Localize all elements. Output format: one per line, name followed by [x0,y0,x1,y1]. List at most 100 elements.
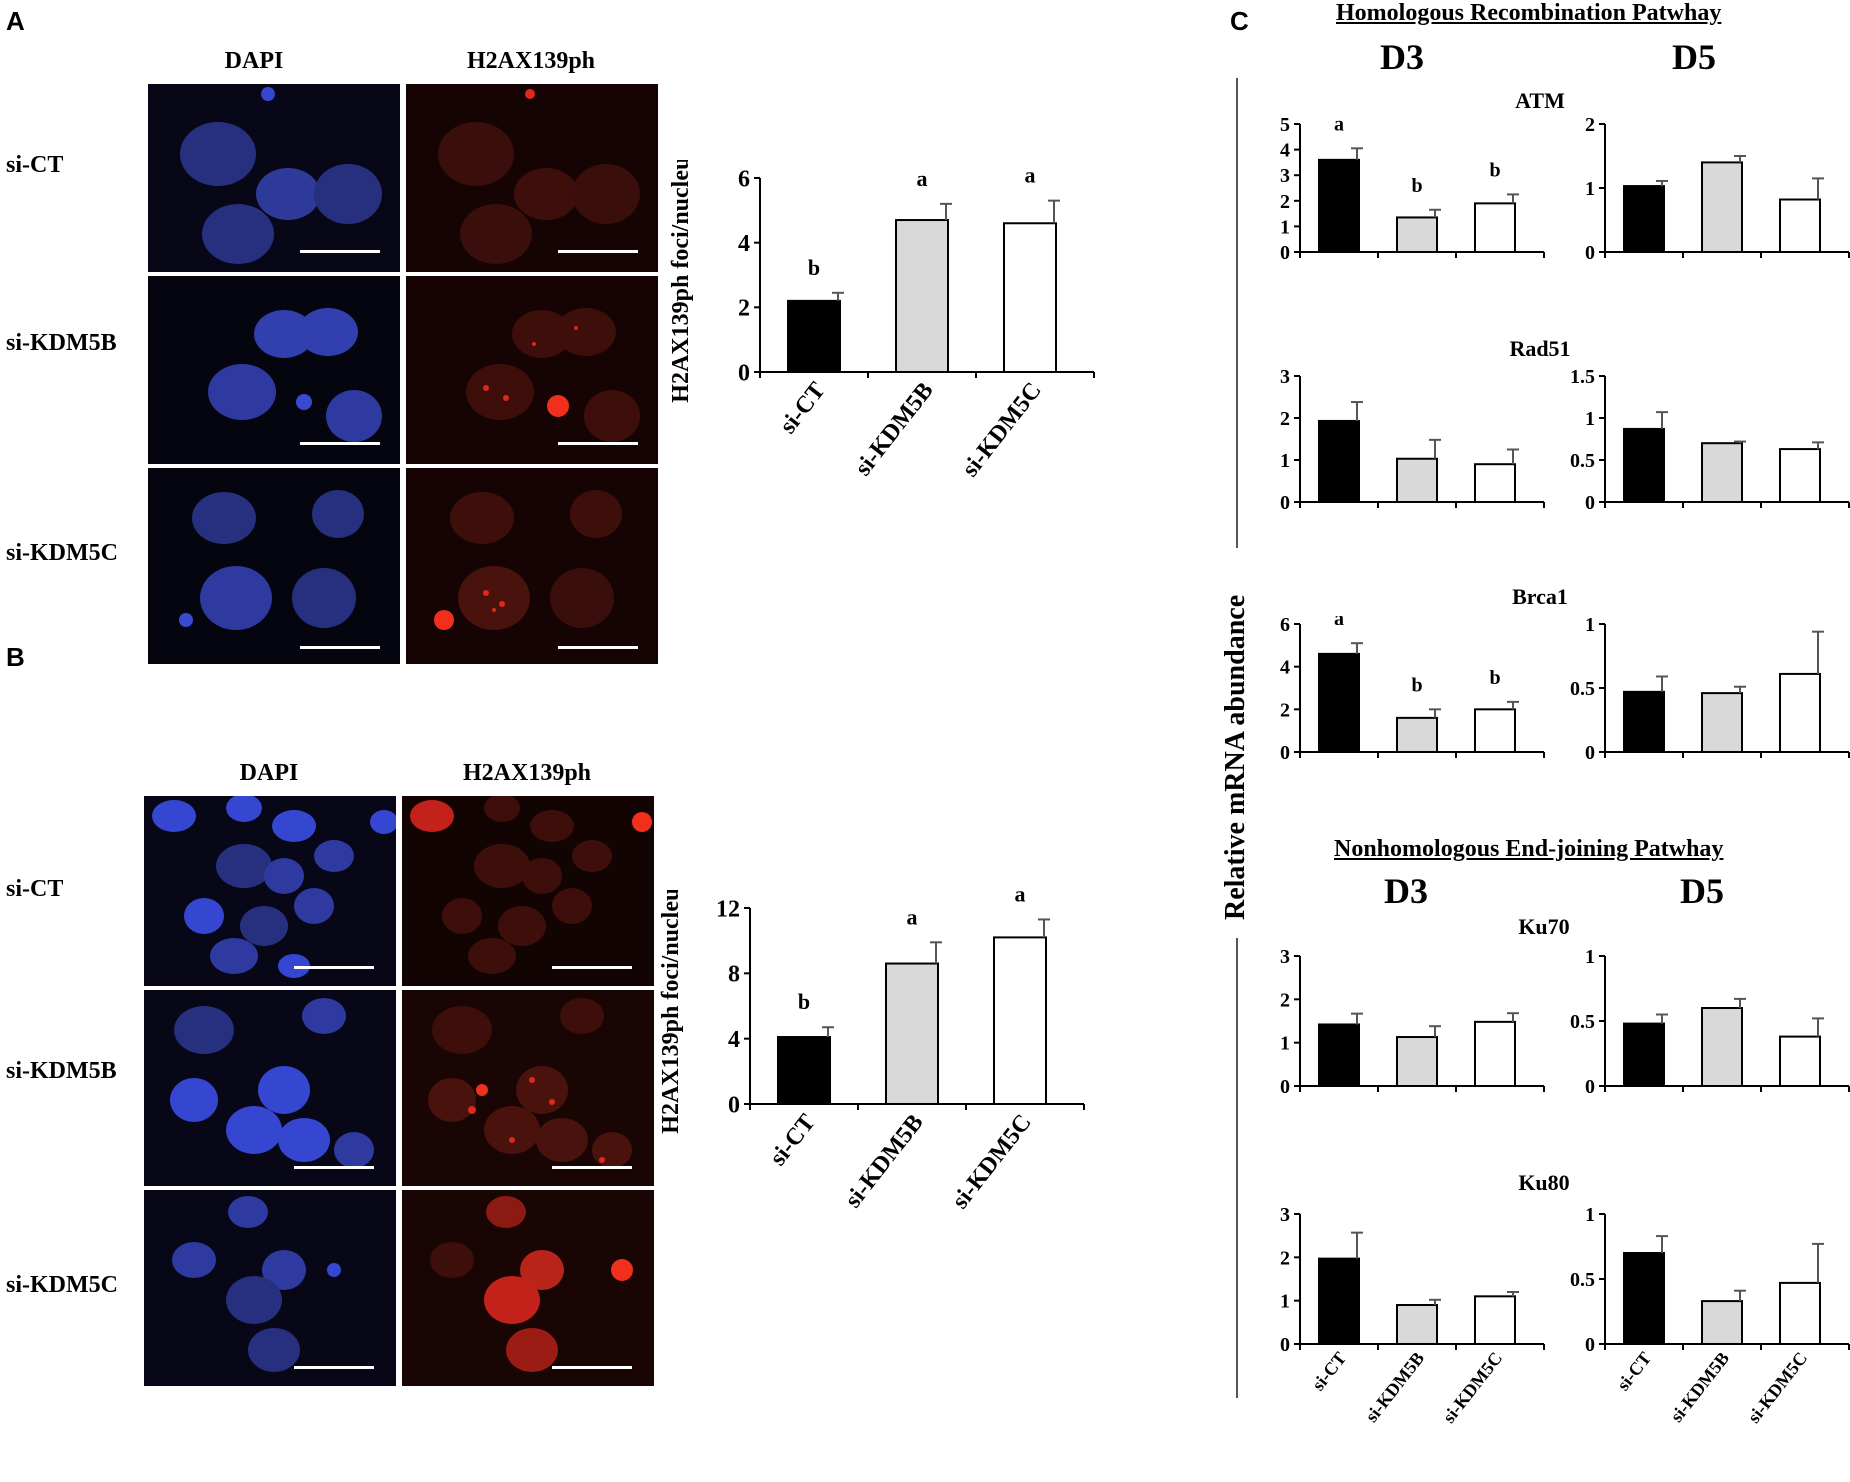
bar-si-kdm5c [1003,222,1057,374]
bar-si-ct [1318,158,1360,254]
bar-si-ct [787,299,841,373]
bar-si-kdm5c [1779,672,1821,753]
bar-si-kdm5b [1701,1007,1743,1087]
divider-line [1236,78,1238,548]
x-tick-label: si-KDM5B [840,1110,929,1213]
y-tick-label: 0.5 [1570,450,1595,472]
scale-bar [558,442,638,445]
y-tick-label: 2 [1280,989,1290,1011]
bar-si-kdm5b [1701,1300,1743,1345]
bar-si-kdm5b [1701,161,1743,253]
panel-label-a: A [6,6,25,36]
bar-si-kdm5b [895,219,949,373]
y-tick-label: 1 [1585,1206,1595,1226]
significance-letter: a [917,166,928,191]
y-tick-label: 6 [1280,616,1290,636]
significance-letter: a [1334,118,1344,135]
y-tick-label: 0 [728,1092,740,1118]
significance-letter: b [1411,175,1422,197]
y-tick-label: 2 [1280,191,1290,213]
bar-si-kdm5c [1474,1020,1516,1087]
y-tick-label: 1 [1585,408,1595,430]
y-tick-label: 0.5 [1570,1011,1595,1033]
row-label-a-kdm5c: si-KDM5C [6,540,118,566]
y-tick-label: 3 [1280,368,1290,388]
y-tick-label: 3 [1280,948,1290,968]
bar-si-kdm5c [1474,1295,1516,1346]
y-tick-label: 0 [738,360,750,386]
nhej-d3-title: D3 [1384,871,1428,911]
y-tick-label: 3 [1280,1206,1290,1226]
bar-si-ct [1623,1252,1665,1345]
h2ax-header-a: H2AX139ph [466,48,596,74]
y-axis-label: H2AX139ph foci/nucleus [658,890,684,1134]
y-tick-label: 2 [1280,1247,1290,1269]
bar-si-kdm5b [1701,692,1743,754]
chart-atm-d3: 0 1 2 3 4 5 a b b [1280,118,1545,264]
micrograph-b-ct-h2ax [402,796,654,986]
chart-ku70-d3: 0 1 2 3 [1280,948,1545,1098]
y-tick-label: 0 [1585,742,1595,764]
scale-bar [294,1366,374,1369]
nhej-d5-title: D5 [1680,871,1724,911]
y-tick-label: 4 [728,1027,740,1053]
chart-rad51-d5: 0 0.5 1 1.5 [1570,368,1850,514]
y-tick-label: 1 [1280,216,1290,238]
gene-title-rad51: Rad51 [1509,336,1571,361]
scale-bar [558,250,638,253]
hr-d5-title: D5 [1672,37,1716,77]
x-tick-label: si-CT [1308,1348,1350,1394]
hr-pathway-title: Homologous Recombination Patwhay [1336,0,1722,26]
chart-ku70-d5: 00.51 [1570,948,1850,1098]
bar-si-kdm5c [1779,1281,1821,1345]
significance-letter: a [907,904,918,929]
y-tick-label: 1 [1585,616,1595,636]
chart-b-foci: 0 4 8 12 b si-CT a si-KDM5B a si-KDM5C H2AX139ph f… [658,890,1085,1214]
bar-si-kdm5c [1779,448,1821,503]
bar-si-kdm5b [885,962,939,1105]
x-tick-label: si-KDM5B [1361,1348,1428,1426]
micrograph-a-kdm5c-h2ax [406,468,658,664]
chart-ku80-d3: 0 1 2 3 si-CT si-KDM5B si-KDM5C [1280,1206,1545,1427]
y-tick-label: 2 [1280,699,1290,721]
chart-rad51-d3: 0 1 2 3 [1280,368,1545,514]
scale-bar [300,442,380,445]
x-tick-label: si-KDM5C [1744,1348,1811,1427]
significance-letter: b [1411,674,1422,696]
y-tick-label: 0 [1585,242,1595,264]
y-tick-label: 2 [1280,408,1290,430]
dapi-header-a: DAPI [224,48,284,74]
bar-si-ct [1318,1023,1360,1087]
bar-si-ct [1318,419,1360,503]
scale-bar [300,646,380,649]
dapi-header-b: DAPI [239,760,299,786]
y-tick-label: 0 [1585,1334,1595,1356]
y-tick-label: 5 [1280,118,1290,136]
nhej-pathway-title: Nonhomologous End-joining Patwhay [1334,836,1724,862]
scale-bar [294,1166,374,1169]
scale-bar [300,250,380,253]
micrograph-a-kdm5b-dapi [148,276,400,464]
row-label-a-ct: si-CT [6,152,64,178]
bar-si-ct [1318,652,1360,753]
bar-si-kdm5c [1779,1035,1821,1087]
y-tick-label: 2 [738,296,750,322]
y-tick-label: 0 [1280,742,1290,764]
bar-si-ct [1623,1022,1665,1087]
significance-letter: a [1025,163,1036,188]
gene-title-atm: ATM [1515,88,1565,113]
y-tick-label: 0.5 [1570,1269,1595,1291]
c-y-axis-label: Relative mRNA abundance [1220,594,1251,920]
chart-brca1-d3: 0 2 4 6 a b b [1280,616,1545,764]
micrograph-a-kdm5c-dapi [148,468,400,664]
x-tick-label: si-KDM5C [957,378,1046,482]
y-tick-label: 1 [1585,948,1595,968]
y-tick-label: 0 [1585,1076,1595,1098]
bar-si-kdm5b [1396,457,1438,503]
panel-label-c: C [1230,6,1249,36]
x-tick-label: si-CT [1613,1348,1655,1394]
row-label-b-ct: si-CT [6,876,64,902]
scale-bar [552,966,632,969]
chart-a-foci: 0 2 4 6 b si-CT a si-KDM5B a si-KDM5C H2AX139ph fo… [668,160,1095,482]
micrograph-b-kdm5c-h2ax [402,1190,654,1386]
